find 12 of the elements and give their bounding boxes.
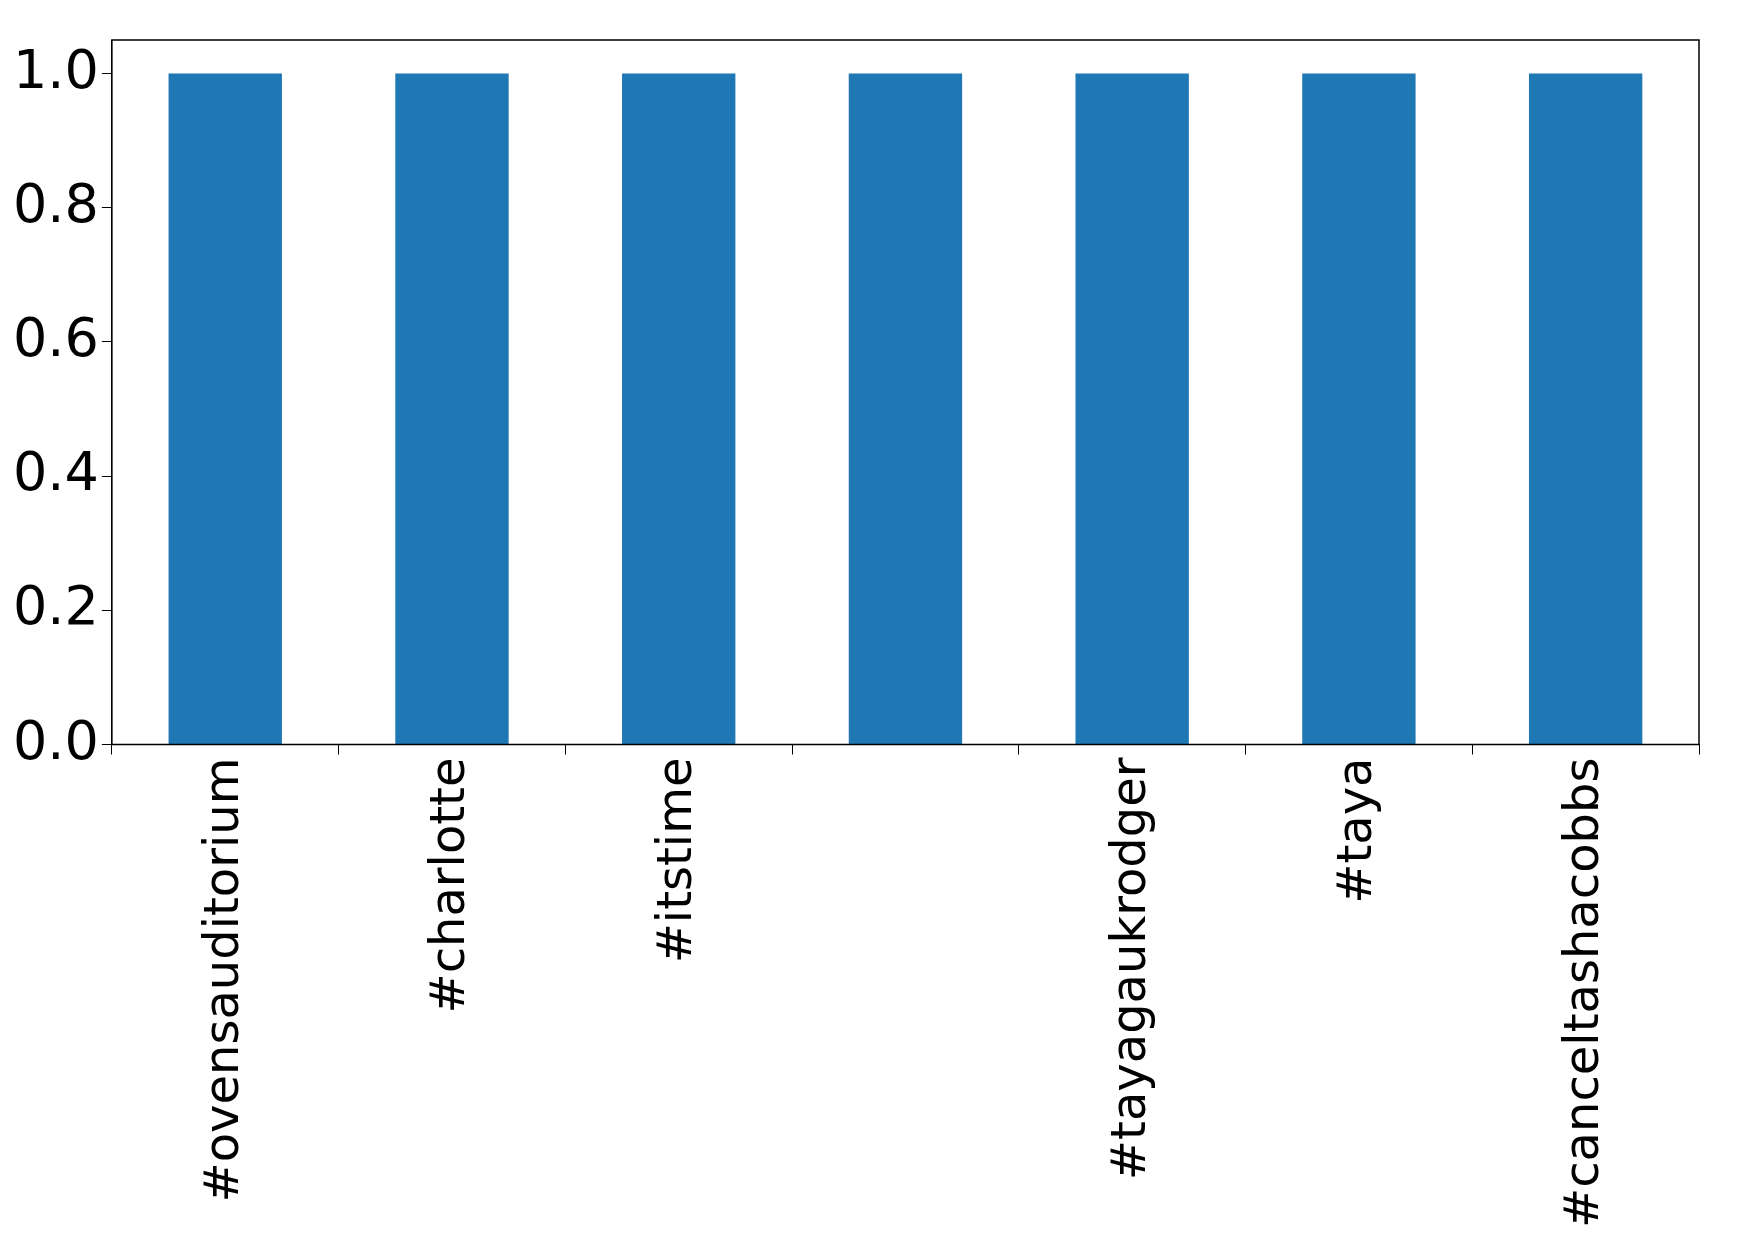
y-tick-label: 1.0 [12, 37, 99, 101]
x-tick-label: #tayagaukrodger [1099, 757, 1156, 1181]
y-tick-label: 0.8 [12, 171, 99, 235]
x-tick-label: #ovensauditorium [192, 757, 249, 1203]
x-tick-label: #canceltashacobbs [1553, 757, 1610, 1228]
x-tick-label: #taya [1326, 757, 1383, 904]
x-tick-label: #itstime [646, 757, 703, 964]
x-tick-label: #charlotte [419, 757, 476, 1014]
y-tick-label: 0.4 [12, 440, 99, 504]
y-tick-label: 0.6 [12, 305, 99, 369]
y-tick-label: 0.2 [12, 574, 99, 638]
y-tick-label: 0.0 [12, 708, 99, 772]
